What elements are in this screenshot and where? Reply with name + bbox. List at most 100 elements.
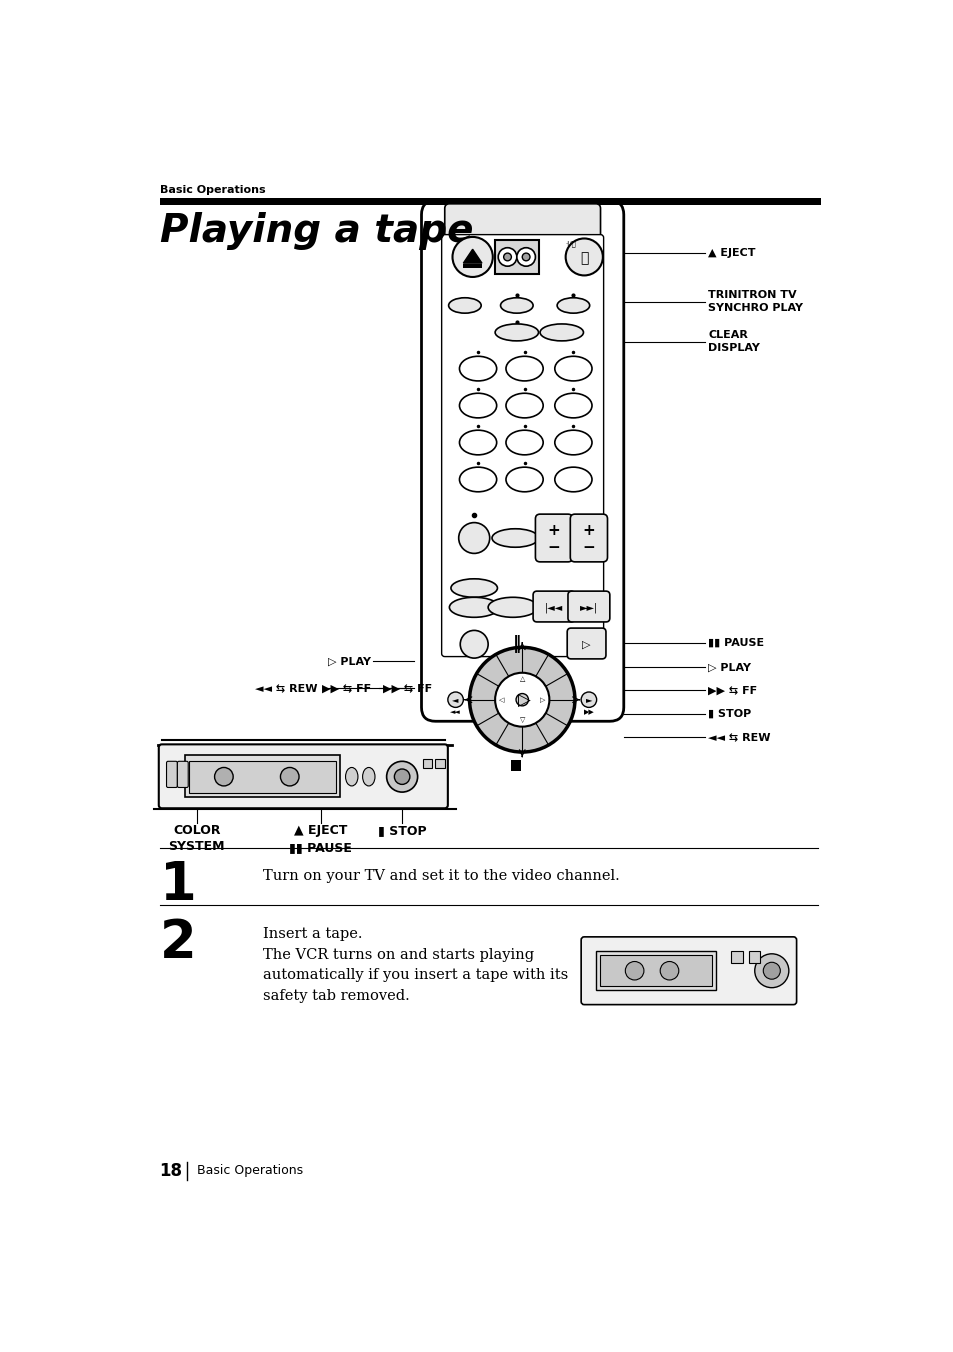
Text: +: + [582,523,595,538]
Text: ►: ► [585,695,592,704]
FancyBboxPatch shape [421,200,623,721]
Bar [189,761,335,792]
Ellipse shape [505,468,542,492]
Ellipse shape [555,468,592,492]
Circle shape [469,648,575,752]
Bar [731,952,742,963]
Text: ◄◄: ◄◄ [450,708,460,715]
Ellipse shape [505,357,542,381]
Text: Basic Operations: Basic Operations [196,1164,302,1178]
FancyBboxPatch shape [567,591,609,622]
Text: ▷ PLAY: ▷ PLAY [707,662,750,672]
Text: ▽: ▽ [519,718,524,723]
Text: CLEAR
DISPLAY: CLEAR DISPLAY [707,330,760,353]
Ellipse shape [345,768,357,786]
Bar [495,241,537,274]
Ellipse shape [500,297,533,314]
Ellipse shape [539,324,583,341]
FancyBboxPatch shape [444,204,599,241]
Circle shape [516,694,528,706]
Text: ▮ STOP: ▮ STOP [377,825,426,837]
Ellipse shape [459,468,497,492]
Ellipse shape [459,393,497,418]
Text: ►►|: ►►| [579,602,598,612]
Text: Turn on your TV and set it to the video channel.: Turn on your TV and set it to the video … [262,869,618,883]
Text: −: − [547,539,559,554]
Ellipse shape [449,598,498,618]
Bar [435,758,444,768]
Circle shape [214,768,233,786]
Circle shape [762,963,780,979]
Ellipse shape [459,357,497,381]
Text: ▶▶ ⇆ FF: ▶▶ ⇆ FF [382,683,432,694]
Text: ▷: ▷ [540,696,545,703]
FancyBboxPatch shape [570,514,607,562]
Polygon shape [463,249,481,264]
FancyBboxPatch shape [535,514,572,562]
Bar [599,956,711,986]
Ellipse shape [557,297,589,314]
Circle shape [280,768,298,786]
Text: 18: 18 [159,1161,182,1180]
Circle shape [447,692,463,707]
Text: Insert a tape.: Insert a tape. [262,927,362,941]
Ellipse shape [555,357,592,381]
Circle shape [452,237,493,277]
Circle shape [659,961,679,980]
Bar [463,264,481,268]
Text: −: − [582,539,595,554]
Ellipse shape [488,598,537,618]
Text: ◄◄ ⇆ REW: ◄◄ ⇆ REW [707,731,770,742]
Bar [748,952,760,963]
Bar [596,952,716,990]
Bar [159,199,821,206]
Text: ▮ STOP: ▮ STOP [707,708,751,718]
Text: The VCR turns on and starts playing
automatically if you insert a tape with its
: The VCR turns on and starts playing auto… [262,948,567,1003]
Circle shape [517,247,535,266]
Bar [422,758,432,768]
Ellipse shape [451,579,497,598]
Bar [510,760,521,771]
Bar [185,756,340,798]
Text: ◁: ◁ [498,696,503,703]
Ellipse shape [459,430,497,454]
FancyBboxPatch shape [580,937,796,1005]
Text: ▶▶ ⇆ FF: ▶▶ ⇆ FF [322,683,371,694]
Text: ▷: ▷ [581,639,590,649]
Text: Basic Operations: Basic Operations [159,185,265,195]
Text: ▷ PLAY: ▷ PLAY [328,656,371,667]
Text: ▮▮ PAUSE: ▮▮ PAUSE [707,638,763,648]
FancyBboxPatch shape [567,629,605,658]
Text: ‖: ‖ [512,635,520,653]
Ellipse shape [555,393,592,418]
Circle shape [754,953,788,988]
Text: ▮▮ PAUSE: ▮▮ PAUSE [289,841,352,854]
Circle shape [386,761,417,792]
Ellipse shape [555,430,592,454]
Text: ⏻: ⏻ [579,251,588,265]
Ellipse shape [495,324,537,341]
Text: 2: 2 [159,917,196,969]
Text: |◄◄: |◄◄ [544,602,562,612]
Circle shape [495,673,549,726]
Text: ▷: ▷ [517,692,530,710]
Text: ▶▶: ▶▶ [583,708,594,715]
Circle shape [497,247,517,266]
Ellipse shape [505,430,542,454]
Circle shape [521,253,530,261]
Text: Playing a tape: Playing a tape [159,212,473,250]
Circle shape [624,961,643,980]
FancyBboxPatch shape [177,761,188,787]
Ellipse shape [448,297,480,314]
Circle shape [580,692,596,707]
Circle shape [565,238,602,276]
Text: ◄◄ ⇆ REW: ◄◄ ⇆ REW [254,683,317,694]
Text: ◄: ◄ [452,695,458,704]
Circle shape [458,523,489,553]
Text: 1: 1 [159,859,196,911]
FancyBboxPatch shape [533,591,575,622]
Text: ▲ EJECT: ▲ EJECT [707,249,755,258]
FancyBboxPatch shape [167,761,177,787]
Text: TRINITRON TV
SYNCHRO PLAY: TRINITRON TV SYNCHRO PLAY [707,291,802,312]
Text: +: + [547,523,559,538]
